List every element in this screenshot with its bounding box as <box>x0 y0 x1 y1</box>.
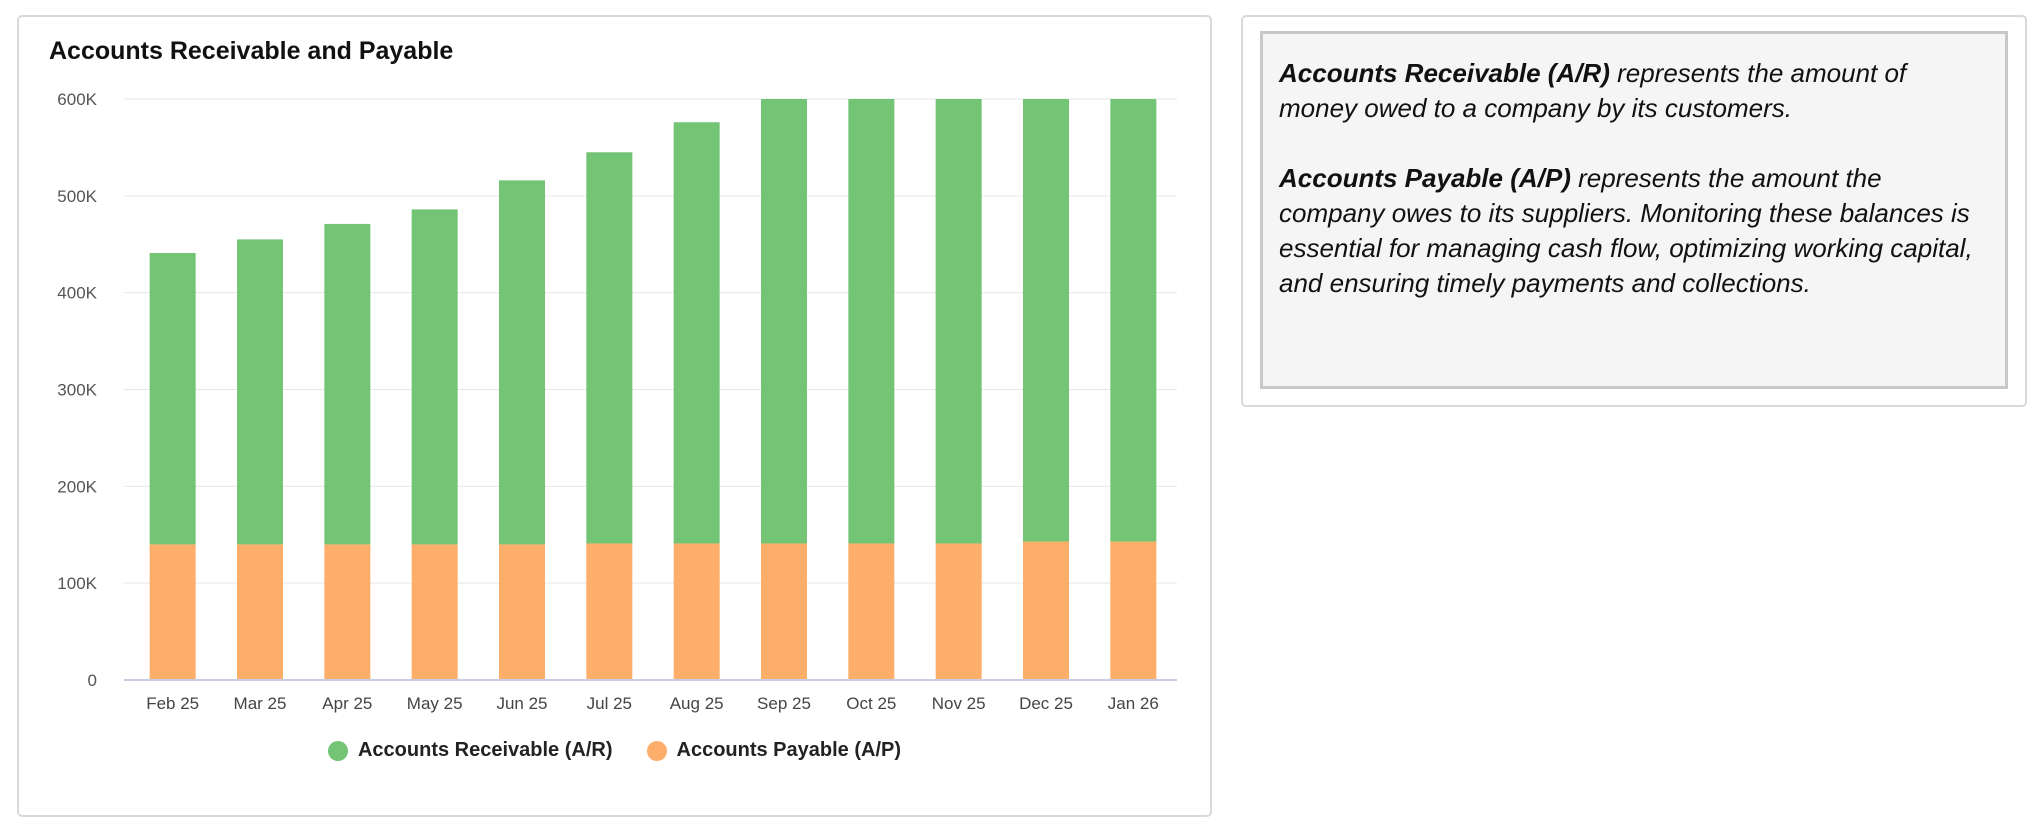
x-tick-label: Nov 25 <box>932 694 986 713</box>
chart-legend: Accounts Receivable (A/R) Accounts Payab… <box>19 739 1210 762</box>
x-tick-label: May 25 <box>407 694 463 713</box>
bar-ar <box>149 252 196 545</box>
legend-item-ar[interactable]: Accounts Receivable (A/R) <box>327 739 613 762</box>
bar-ap <box>761 543 807 680</box>
bar-ap <box>237 544 283 680</box>
y-tick-label: 300K <box>57 381 97 400</box>
legend-swatch-ap <box>646 740 667 761</box>
bar-ap <box>673 543 720 680</box>
bar-ap <box>848 543 895 680</box>
ar-text: represents the amount of money owed to a… <box>1279 58 1907 123</box>
bar-ar <box>1023 99 1069 542</box>
bar-ar <box>761 99 807 544</box>
legend-label-ap: Accounts Payable (A/P) <box>676 739 902 761</box>
bar-ar <box>586 152 633 544</box>
bar-ar <box>499 180 545 545</box>
y-tick-label: 600K <box>57 90 97 109</box>
chart-card: Accounts Receivable and Payable 0 100K 200… <box>17 15 1212 817</box>
bar-ap <box>499 544 545 680</box>
x-tick-label: Jun 25 <box>496 694 547 713</box>
x-tick-label: Apr 25 <box>322 694 372 713</box>
y-tick-label: 100K <box>57 574 97 593</box>
x-tick-label: Sep 25 <box>757 694 811 713</box>
ap-description: Accounts Payable (A/P) represents the am… <box>1279 161 1989 301</box>
legend-swatch-ar <box>327 740 348 761</box>
bar-ar <box>237 239 283 545</box>
bar-ap <box>1023 541 1069 680</box>
x-tick-label: Oct 25 <box>846 694 896 713</box>
bar-ap <box>324 544 371 680</box>
x-tick-label: Jan 26 <box>1108 694 1159 713</box>
ar-description: Accounts Receivable (A/R) represents the… <box>1279 56 1989 126</box>
bar-ar <box>411 209 458 545</box>
bar-ar <box>1110 99 1157 542</box>
x-tick-label: Jul 25 <box>587 694 632 713</box>
y-tick-label: 0 <box>88 671 97 690</box>
legend-item-ap[interactable]: Accounts Payable (A/P) <box>646 739 902 762</box>
ap-text: represents the amount the company owes t… <box>1279 163 1973 298</box>
x-tick-label: Dec 25 <box>1019 694 1073 713</box>
x-tick-label: Feb 25 <box>146 694 199 713</box>
bar-ar <box>935 99 982 544</box>
ap-term: Accounts Payable (A/P) <box>1279 163 1571 193</box>
bar-ap <box>149 544 196 680</box>
bar-ar <box>673 122 720 544</box>
y-tick-label: 400K <box>57 284 97 303</box>
bar-ap <box>586 543 633 680</box>
x-tick-label: Mar 25 <box>234 694 287 713</box>
bar-ar <box>848 99 895 544</box>
bar-ap <box>1110 541 1157 680</box>
y-tick-label: 500K <box>57 187 97 206</box>
stacked-bar-chart: 0 100K 200K 300K 400K 500K 600K Feb 25 Mar 25 Apr… <box>57 90 1177 713</box>
chart-title: Accounts Receivable and Payable <box>49 37 454 65</box>
x-tick-label: Aug 25 <box>670 694 724 713</box>
info-text-box: Accounts Receivable (A/R) represents the… <box>1260 31 2008 389</box>
bar-ap <box>935 543 982 680</box>
bar-ap <box>411 544 458 680</box>
info-card: Accounts Receivable (A/R) represents the… <box>1241 15 2027 407</box>
bar-ar <box>324 223 371 545</box>
ar-term: Accounts Receivable (A/R) <box>1279 58 1610 88</box>
legend-label-ar: Accounts Receivable (A/R) <box>357 739 613 761</box>
y-tick-label: 200K <box>57 477 97 496</box>
